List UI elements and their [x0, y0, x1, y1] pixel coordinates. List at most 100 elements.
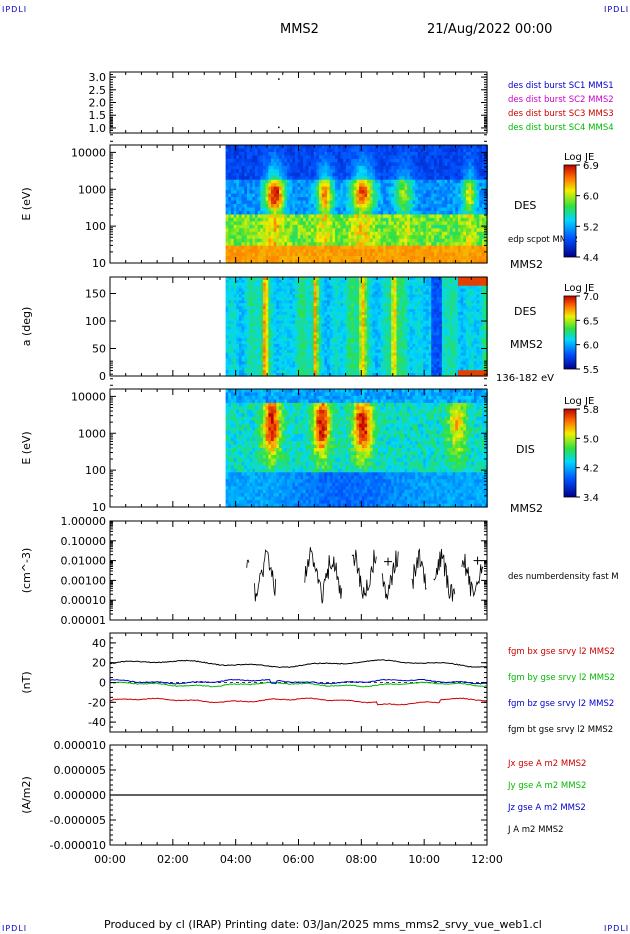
spectrogram-cell: [297, 158, 301, 163]
spectrogram-cell: [388, 200, 392, 205]
spectrogram-cell: [279, 291, 283, 296]
spectrogram-cell: [385, 224, 390, 229]
spectrogram-cell: [364, 200, 368, 205]
spectrogram-cell: [308, 341, 312, 345]
spectrogram-cell: [273, 242, 277, 247]
spectrogram-cell: [329, 317, 334, 322]
spectrogram-cell: [393, 238, 398, 243]
spectrogram-cell: [436, 256, 440, 261]
spectrogram-cell: [300, 358, 304, 363]
spectrogram-cell: [295, 169, 299, 174]
spectrogram-cell: [465, 228, 470, 233]
spectrogram-cell: [417, 214, 422, 219]
spectrogram-cell: [281, 162, 285, 167]
spectrogram-cell: [241, 169, 245, 174]
spectrogram-cell: [449, 151, 454, 157]
spectrogram-cell: [385, 148, 390, 153]
spectrogram-cell: [292, 317, 296, 322]
spectrogram-cell: [396, 207, 400, 212]
spectrogram-cell: [225, 358, 229, 363]
spectrogram-cell: [246, 228, 251, 233]
spectrogram-cell: [335, 145, 339, 150]
spectrogram-cell: [329, 343, 334, 348]
spectrogram-cell: [364, 162, 368, 167]
spectrogram-cell: [262, 242, 267, 247]
spectrogram-cell: [356, 193, 360, 198]
spectrogram-cell: [316, 300, 320, 304]
spectrogram-cell: [439, 217, 443, 222]
spectrogram-cell: [281, 291, 285, 296]
spectrogram-cell: [396, 176, 400, 181]
spectrogram-cell: [249, 238, 253, 243]
spectrogram-cell: [289, 320, 293, 325]
spectrogram-cell: [257, 190, 261, 195]
spectrogram-cell: [257, 329, 261, 333]
spectrogram-cell: [252, 285, 256, 290]
spectrogram-cell: [305, 297, 309, 301]
spectrogram-cell: [236, 228, 240, 233]
spectrogram-cell: [444, 190, 448, 195]
spectrogram-cell: [284, 151, 288, 157]
spectrogram-cell: [449, 172, 454, 177]
spectrogram-cell: [335, 358, 339, 363]
spectrogram-cell: [271, 279, 275, 284]
spectrogram-cell: [300, 210, 304, 216]
spectrogram-cell: [345, 370, 350, 374]
spectrogram-cell: [254, 297, 259, 301]
spectrogram-cell: [335, 200, 339, 205]
spectrogram-cell: [236, 343, 240, 348]
spectrogram-cell: [340, 358, 344, 363]
spectrogram-cell: [311, 300, 315, 304]
spectrogram-cell: [335, 352, 339, 357]
spectrogram-cell: [447, 221, 451, 226]
spectrogram-cell: [260, 320, 264, 325]
spectrogram-cell: [300, 294, 304, 298]
spectrogram-cell: [380, 186, 384, 191]
spectrogram-cell: [436, 165, 440, 170]
spectrogram-cell: [396, 158, 400, 163]
spectrogram-cell: [348, 186, 352, 191]
spectrogram-cell: [455, 165, 459, 170]
spectrogram-cell: [369, 172, 374, 177]
spectrogram-cell: [468, 256, 472, 261]
spectrogram-cell: [252, 249, 256, 254]
spectrogram-cell: [262, 282, 267, 287]
spectrogram-cell: [457, 200, 462, 205]
spectrogram-cell: [268, 238, 272, 243]
spectrogram-cell: [353, 228, 358, 233]
spectrogram-cell: [254, 183, 259, 188]
spectrogram-cell: [329, 314, 334, 319]
spectrogram-cell: [383, 210, 387, 216]
spectrogram-cell: [380, 190, 384, 195]
spectrogram-cell: [257, 162, 261, 167]
spectrogram-cell: [273, 231, 277, 236]
spectrogram-cell: [439, 204, 443, 209]
spectrogram-cell: [313, 162, 318, 167]
spectrogram-cell: [332, 358, 336, 363]
spectrogram-cell: [292, 204, 296, 209]
spectrogram-cell: [471, 210, 475, 216]
spectrogram-cell: [260, 277, 264, 281]
spectrogram-cell: [230, 172, 235, 177]
spectrogram-cell: [268, 210, 272, 216]
spectrogram-cell: [246, 343, 251, 348]
spectrogram-cell: [393, 228, 398, 233]
spectrogram-cell: [273, 349, 277, 354]
spectrogram-cell: [246, 193, 251, 198]
spectrogram-cell: [284, 256, 288, 261]
spectrogram-cell: [343, 277, 347, 281]
spectrogram-cell: [303, 238, 307, 243]
spectrogram-cell: [351, 341, 355, 345]
spectrogram-cell: [230, 314, 235, 319]
spectrogram-cell: [225, 183, 229, 188]
spectrogram-cell: [332, 224, 336, 229]
spectrogram-cell: [297, 314, 301, 319]
spectrogram-cell: [252, 288, 256, 293]
spectrogram-cell: [455, 145, 459, 150]
spectrogram-cell: [249, 306, 253, 310]
spectrogram-cell: [287, 343, 291, 348]
spectrogram-cell: [423, 193, 427, 198]
spectrogram-cell: [281, 245, 285, 250]
spectrogram-cell: [329, 300, 334, 304]
spectrogram-cell: [260, 332, 264, 336]
